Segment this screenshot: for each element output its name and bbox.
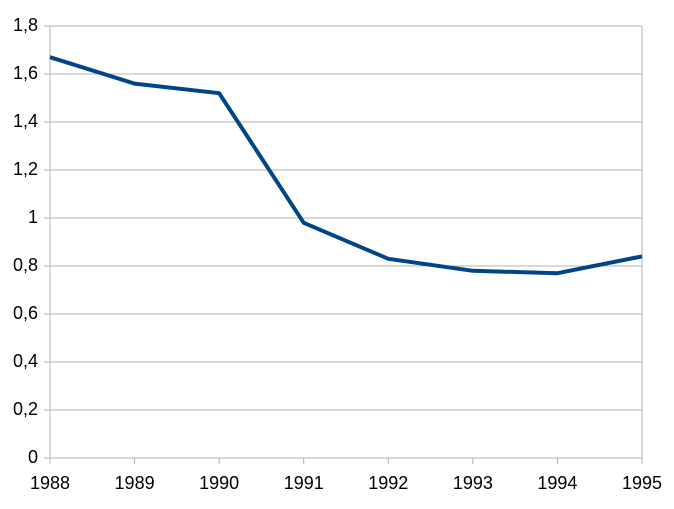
y-tick-label: 0,6 [13,303,38,323]
x-tick-label: 1989 [115,473,155,493]
x-tick-label: 1994 [537,473,577,493]
y-tick-label: 0 [28,447,38,467]
y-tick-label: 0,4 [13,351,38,371]
y-tick-label: 1,8 [13,15,38,35]
x-tick-label: 1992 [368,473,408,493]
x-tick-label: 1991 [284,473,324,493]
x-tick-label: 1995 [622,473,662,493]
y-tick-label: 0,2 [13,399,38,419]
y-tick-label: 1,6 [13,63,38,83]
y-tick-label: 1,2 [13,159,38,179]
y-tick-label: 0,8 [13,255,38,275]
y-tick-label: 1 [28,207,38,227]
y-tick-label: 1,4 [13,111,38,131]
x-tick-label: 1988 [30,473,70,493]
x-tick-label: 1993 [453,473,493,493]
data-line [49,55,643,276]
x-tick-label: 1990 [199,473,239,493]
